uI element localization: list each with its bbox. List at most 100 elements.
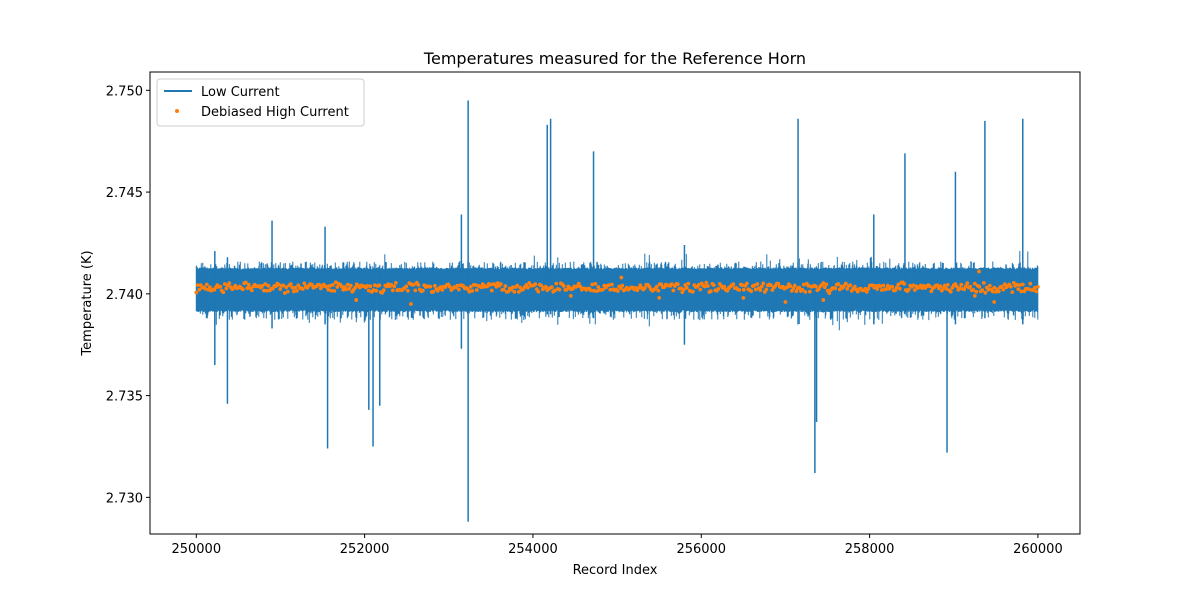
high-current-point [740, 283, 745, 288]
high-current-point [371, 288, 376, 292]
high-current-point [948, 289, 953, 294]
high-current-point [195, 283, 200, 287]
high-current-point [1016, 287, 1021, 291]
x-tick-label: 256000 [676, 542, 726, 557]
high-current-point [557, 287, 562, 292]
high-current-point [366, 288, 371, 293]
y-tick-label: 2.750 [106, 84, 143, 99]
high-current-point [986, 287, 991, 292]
high-current-point [389, 283, 394, 287]
high-current-point [510, 285, 515, 290]
high-current-point [683, 283, 688, 287]
y-tick-label: 2.735 [106, 390, 143, 405]
high-current-point [963, 284, 968, 289]
high-current-point [722, 284, 727, 289]
x-tick-label: 254000 [508, 542, 558, 557]
high-current-point [291, 289, 296, 294]
high-current-point [281, 283, 286, 288]
high-current-point [941, 286, 946, 291]
high-current-point [525, 285, 530, 290]
high-current-point [981, 281, 986, 285]
high-current-point [1026, 287, 1031, 291]
high-current-point [285, 289, 290, 294]
high-current-point [897, 286, 902, 291]
high-current-point [974, 289, 979, 294]
high-current-point [1019, 289, 1024, 294]
high-current-point [764, 287, 769, 292]
legend-label-debiased-high-current: Debiased High Current [201, 105, 349, 120]
high-current-point [329, 288, 334, 293]
high-current-point [821, 281, 826, 285]
high-current-point [785, 285, 790, 290]
high-current-point [776, 281, 781, 286]
high-current-point [977, 284, 982, 289]
high-current-point [654, 284, 659, 289]
high-current-point [368, 284, 373, 289]
high-current-point [263, 282, 268, 286]
high-current-point [615, 289, 620, 293]
high-current-point [864, 290, 869, 294]
high-current-point [512, 290, 517, 294]
high-current-point [669, 282, 674, 287]
high-current-point [999, 284, 1004, 289]
high-current-point [824, 282, 829, 287]
high-current-point [890, 284, 895, 289]
high-current-point [879, 288, 884, 292]
high-current-point [600, 287, 605, 292]
high-current-point [678, 286, 683, 291]
high-current-point [300, 287, 305, 291]
high-current-point [302, 281, 307, 286]
high-current-point [365, 284, 370, 288]
high-current-point [405, 288, 410, 293]
high-current-point [473, 283, 478, 287]
high-current-point [698, 287, 703, 292]
high-current-point [266, 283, 271, 288]
high-current-point [588, 288, 593, 293]
high-current-point [935, 283, 940, 288]
high-current-point [494, 284, 499, 289]
high-current-point [873, 284, 878, 288]
high-current-point [788, 284, 793, 288]
high-current-point [309, 282, 314, 287]
high-current-point [222, 282, 227, 286]
high-current-point [221, 290, 226, 295]
high-current-point [807, 289, 812, 294]
high-current-point [470, 288, 475, 293]
high-current-point [516, 290, 521, 294]
high-current-point [761, 281, 766, 286]
high-current-point [578, 284, 583, 289]
high-current-point [330, 283, 335, 287]
high-current-point [246, 282, 251, 287]
high-current-point [344, 287, 349, 292]
high-current-outlier [657, 296, 662, 300]
high-current-point [752, 283, 757, 288]
high-current-point [608, 287, 613, 292]
high-current-point [983, 290, 988, 295]
high-current-point [392, 284, 397, 289]
x-tick-label: 260000 [1013, 542, 1063, 557]
y-tick-label: 2.740 [106, 288, 143, 303]
high-current-point [768, 283, 773, 288]
high-current-point [327, 284, 332, 288]
high-current-point [690, 289, 695, 294]
high-current-outlier [409, 302, 413, 306]
high-current-point [515, 283, 520, 288]
high-current-point [503, 284, 508, 288]
high-current-point [377, 283, 382, 288]
high-current-point [959, 282, 964, 287]
high-current-point [813, 284, 818, 289]
high-current-point [609, 282, 614, 287]
high-current-point [801, 282, 806, 287]
high-current-point [911, 283, 916, 288]
high-current-outlier [992, 300, 997, 304]
high-current-point [671, 288, 676, 293]
high-current-point [489, 288, 494, 293]
high-current-point [884, 287, 889, 291]
high-current-outlier [821, 298, 826, 302]
high-current-point [590, 282, 595, 287]
high-current-point [333, 280, 338, 285]
high-current-point [593, 281, 598, 286]
high-current-point [954, 284, 959, 289]
high-current-point [792, 283, 797, 288]
x-tick-label: 250000 [171, 542, 221, 557]
